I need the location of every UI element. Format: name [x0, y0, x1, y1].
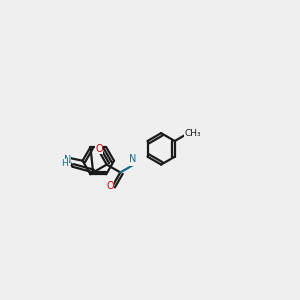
- Text: O: O: [95, 144, 103, 154]
- Text: H: H: [61, 159, 68, 168]
- Text: N: N: [129, 154, 136, 164]
- Text: CH₃: CH₃: [184, 129, 201, 138]
- Text: H: H: [129, 157, 136, 166]
- Text: O: O: [106, 181, 114, 191]
- Text: N: N: [64, 155, 71, 165]
